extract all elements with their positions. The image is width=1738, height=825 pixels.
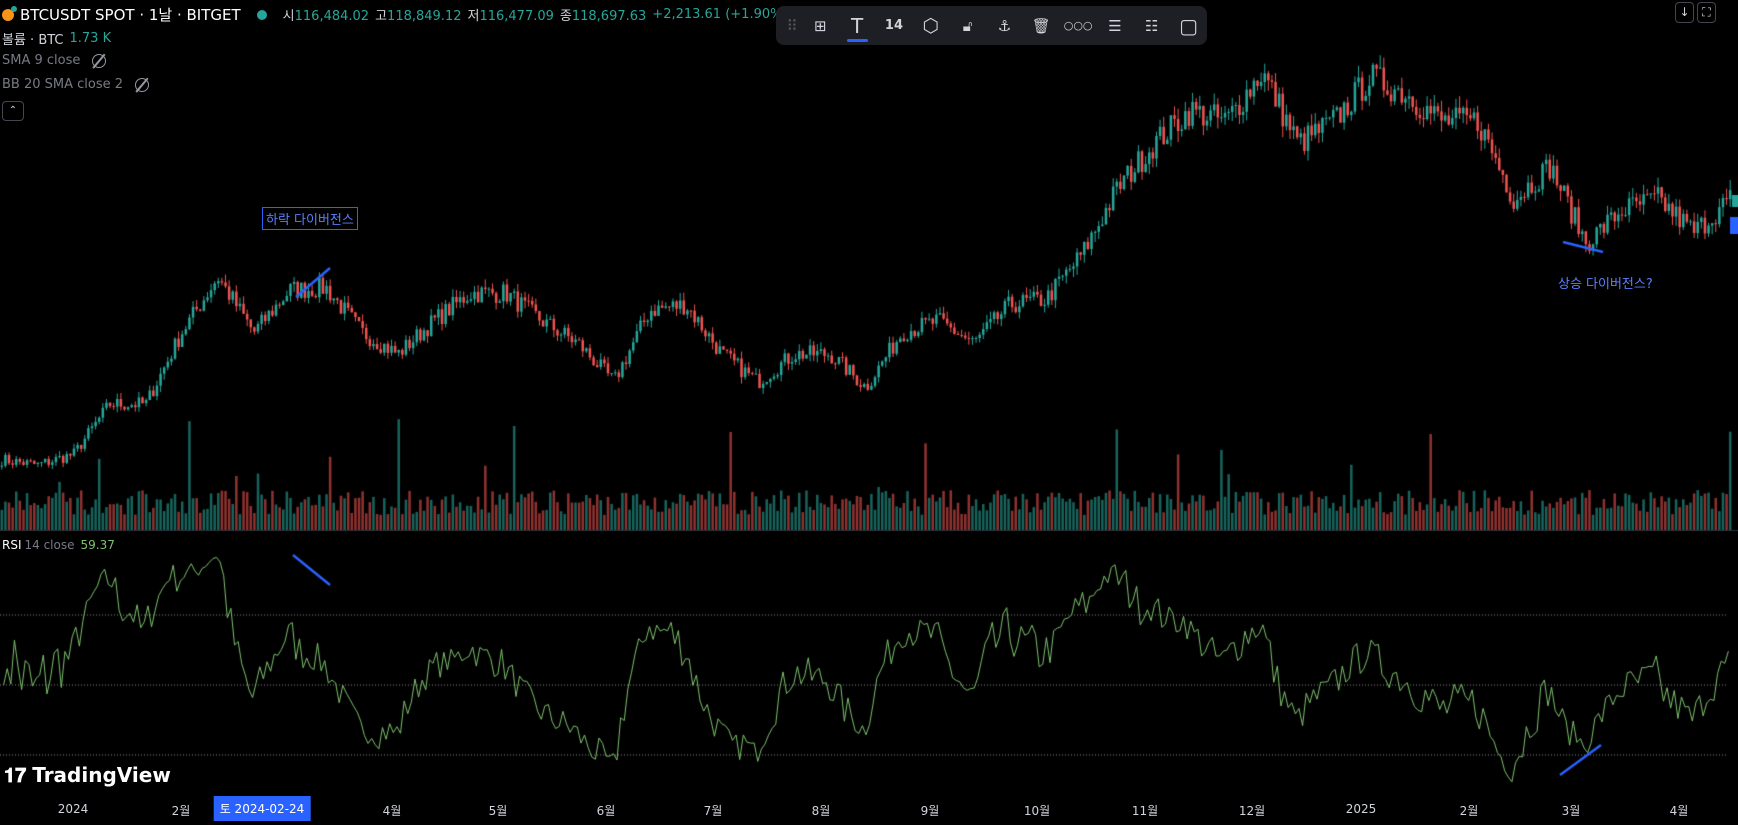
time-axis-label: 2월	[171, 804, 191, 818]
time-axis-label: 4월	[1669, 804, 1689, 818]
bb-legend[interactable]: BB 20 SMA close 2	[2, 77, 150, 92]
time-axis-label: 12월	[1238, 804, 1266, 818]
text-color-icon[interactable]: T	[839, 10, 876, 42]
symbol-title[interactable]: BTCUSDT SPOT · 1날 · BITGET	[20, 6, 241, 24]
bitcoin-icon	[2, 5, 17, 21]
trash-icon[interactable]: 🗑︎	[1031, 16, 1051, 35]
rectangle-icon[interactable]: ▢	[1179, 13, 1199, 38]
market-status-icon	[256, 9, 267, 20]
time-axis-label: 7월	[703, 804, 723, 818]
fullscreen-button[interactable]: ⛶	[1697, 2, 1716, 23]
time-axis-label: 3월	[1561, 804, 1581, 818]
high-value: 118,849.12	[387, 9, 462, 24]
low-value: 116,477.09	[479, 9, 554, 24]
hidden-eye-icon[interactable]	[92, 53, 107, 68]
rsi-name: RSI	[2, 538, 22, 552]
volume-label: 볼륨 · BTC	[2, 33, 64, 48]
change-value: +2,213.61 (+1.90%)	[652, 7, 788, 22]
open-label: 시	[282, 9, 295, 24]
anchor-icon[interactable]: ⚓︎	[997, 16, 1012, 35]
high-label: 고	[375, 9, 388, 24]
open-value: 116,484.02	[294, 9, 370, 24]
logo-text: TradingView	[32, 763, 171, 787]
drag-handle-icon[interactable]: ⠿	[786, 16, 798, 35]
sma-label: SMA 9 close	[2, 53, 81, 68]
bearish-divergence-label[interactable]: 하락 다이버전스	[262, 207, 358, 230]
sma-legend[interactable]: SMA 9 close	[2, 53, 107, 68]
close-value: 118,697.63	[571, 9, 647, 24]
time-axis-label: 9월	[920, 804, 940, 818]
close-label: 종	[559, 9, 572, 24]
volume-legend[interactable]: 볼륨 · BTC 1.73 K	[2, 29, 111, 48]
fib-levels-icon[interactable]: ☰	[1108, 16, 1122, 35]
rsi-legend[interactable]: RSI 14 close 59.37	[2, 538, 115, 552]
time-axis-label: 토 2024-02-24	[213, 796, 311, 821]
scroll-down-button[interactable]: ↓	[1675, 2, 1694, 23]
tradingview-logo[interactable]: 𝟏𝟕 TradingView	[4, 763, 171, 787]
time-axis-label: 5월	[488, 804, 508, 818]
volume-value: 1.73 K	[69, 31, 112, 46]
time-axis-label: 2월	[1459, 804, 1479, 818]
time-axis-label: 10월	[1023, 804, 1051, 818]
trend-levels-icon[interactable]: ☷	[1145, 16, 1159, 35]
font-size-button[interactable]: 14	[884, 18, 904, 33]
time-axis-label: 2025	[1345, 802, 1377, 816]
more-icon[interactable]: ○○○	[1063, 19, 1093, 32]
time-axis-label: 2024	[57, 802, 89, 816]
unlock-icon[interactable]: 🔓︎	[962, 16, 973, 35]
rsi-params: 14 close	[24, 538, 75, 552]
time-axis-label: 11월	[1131, 804, 1159, 818]
settings-hexagon-icon[interactable]: ⬡	[922, 14, 940, 37]
symbol-legend: BTCUSDT SPOT · 1날 · BITGET 시116,484.02 고…	[2, 4, 788, 25]
hidden-eye-icon[interactable]	[135, 77, 150, 92]
drawing-toolbar: ⠿ ⊞ T 14 ⬡ 🔓︎ ⚓︎ 🗑︎ ○○○ ☰ ☷ ▢	[776, 6, 1207, 45]
time-axis-label: 8월	[811, 804, 831, 818]
time-axis-label: 4월	[382, 804, 402, 818]
bb-label: BB 20 SMA close 2	[2, 77, 124, 92]
collapse-legend-button[interactable]: ⌃	[2, 101, 24, 121]
bullish-divergence-label[interactable]: 상승 다이버전스?	[1558, 277, 1653, 292]
time-axis-label: 6월	[596, 804, 616, 818]
low-label: 저	[467, 9, 480, 24]
templates-icon[interactable]: ⊞	[814, 16, 827, 35]
rsi-value: 59.37	[80, 538, 115, 552]
